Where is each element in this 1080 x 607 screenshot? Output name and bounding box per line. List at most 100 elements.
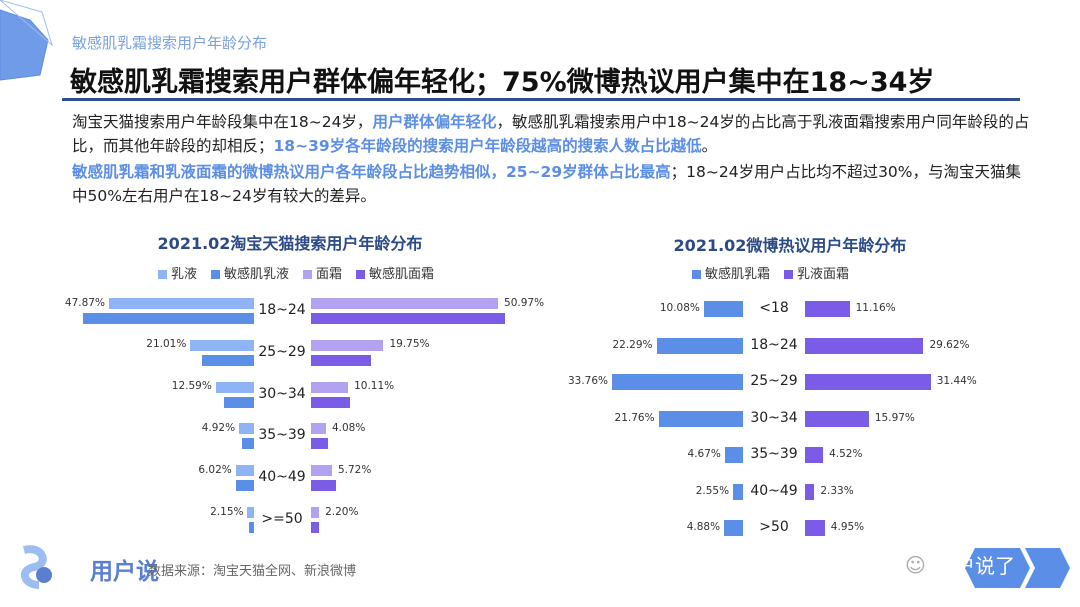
bar (311, 438, 328, 450)
text: 。 (701, 137, 718, 155)
legend-item: 面霜 (303, 263, 342, 282)
legend-label: 敏感肌面霜 (369, 267, 435, 282)
legend-item: 敏感肌乳霜 (692, 263, 770, 282)
data-label: 12.59% (171, 380, 212, 393)
legend-swatch (158, 270, 167, 279)
legend-label: 乳液 (171, 267, 198, 282)
data-label: 4.67% (687, 448, 721, 460)
category-label: 40~49 (750, 482, 798, 499)
category-label: 25~29 (258, 343, 306, 360)
category-label: 40~49 (258, 469, 306, 486)
data-label: 4.95% (830, 521, 865, 533)
summary-paragraph-1: 淘宝天猫搜索用户年龄段集中在18~24岁，用户群体偏年轻化，敏感肌乳霜搜索用户中… (72, 110, 1032, 158)
bar (724, 447, 743, 463)
data-source: 数据来源：淘宝天猫全网、新浪微博 (148, 564, 357, 579)
data-label: 21.01% (146, 338, 187, 351)
category-label: 35~39 (258, 427, 306, 444)
bar (805, 520, 825, 536)
legend-swatch (356, 270, 366, 279)
bar (311, 507, 320, 518)
bar (241, 438, 254, 450)
bar (190, 339, 254, 351)
page-subtitle: 敏感肌乳霜搜索用户年龄分布 (72, 34, 268, 52)
category-label: <18 (759, 300, 789, 316)
data-label: 5.72% (337, 463, 372, 476)
bar (733, 483, 743, 500)
text: ，敏感肌乳霜搜索用户中18~24岁的占比高于乳液面霜搜索用户同年龄段的占比，而其… (72, 113, 1030, 155)
bar (215, 381, 254, 393)
text: ；18~24岁用户占比均不超过30%，与淘宝天猫集中50%左右用户在18~24岁… (72, 163, 1022, 205)
bar (612, 374, 743, 390)
data-label: 10.08% (659, 302, 700, 314)
category-label: >=50 (261, 511, 303, 527)
logo-icon (21, 545, 52, 589)
category-label: 25~29 (750, 373, 798, 389)
data-label: 4.08% (331, 421, 366, 434)
bar (236, 480, 254, 492)
legend-swatch (211, 270, 221, 279)
category-label: 30~34 (258, 385, 306, 402)
title-divider (62, 98, 1020, 101)
wechat-icon: ☺ (905, 553, 926, 577)
data-label: 50.97% (504, 296, 545, 309)
bar (311, 298, 499, 309)
data-label: 2.15% (210, 505, 244, 518)
legend-swatch (303, 270, 313, 279)
legend-item: 乳液 (158, 263, 197, 282)
summary-paragraph-2: 敏感肌乳霜和乳液面霜的微博热议用户各年龄段占比趋势相似，25~29岁群体占比最高… (72, 160, 1032, 208)
highlight-text: 敏感肌乳霜和乳液面霜的微博热议用户各年龄段占比趋势相似，25~29岁群体占比最高 (72, 163, 671, 181)
bar (656, 337, 743, 354)
data-label: 22.29% (612, 338, 653, 351)
bar (805, 374, 931, 390)
text: 淘宝天猫搜索用户年龄段集中在18~24岁， (72, 113, 373, 131)
data-label: 6.02% (198, 463, 232, 476)
bar (805, 447, 824, 463)
bar (311, 480, 336, 492)
data-label: 10.11% (354, 380, 395, 393)
data-label: 33.76% (567, 375, 608, 387)
logo-text: 用户说 (90, 559, 159, 585)
page-title: 敏感肌乳霜搜索用户群体偏年轻化；75%微博热议用户集中在18~34岁 (70, 67, 935, 98)
chart-legend: 敏感肌乳霜 乳液面霜 (692, 263, 849, 282)
bar (805, 301, 850, 317)
category-label: 18~24 (258, 302, 306, 318)
bar (311, 354, 371, 366)
wechat-badge-background (965, 548, 1070, 588)
data-label: 31.44% (936, 375, 977, 387)
data-label: 29.62% (929, 338, 970, 351)
legend-label: 敏感肌乳液 (224, 267, 290, 282)
bar (247, 507, 254, 518)
data-label: 11.16% (855, 302, 896, 314)
legend-item: 敏感肌面霜 (356, 263, 434, 282)
chart-title: 2021.02微博热议用户年龄分布 (673, 236, 907, 255)
legend-label: 乳液面霜 (797, 267, 850, 282)
legend-item: 乳液面霜 (784, 263, 849, 282)
bar (724, 520, 743, 536)
bar (311, 465, 332, 477)
highlight-text: 用户群体偏年轻化 (372, 113, 497, 131)
data-label: 4.88% (686, 521, 721, 533)
bar (703, 301, 743, 317)
legend-swatch (692, 270, 701, 279)
data-label: 19.75% (389, 338, 430, 351)
legend-item: 敏感肌乳液 (211, 263, 289, 282)
bar (311, 313, 506, 324)
legend-swatch (784, 270, 794, 279)
data-label: 4.92% (201, 421, 236, 434)
data-label: 21.76% (614, 411, 655, 424)
bar (805, 410, 869, 427)
legend-label: 面霜 (316, 267, 343, 282)
highlight-text: 18~39岁各年龄段的搜索用户年龄段越高的搜索人数占比越低 (273, 137, 702, 155)
bar (201, 354, 254, 366)
bar (235, 465, 254, 477)
data-label: 2.20% (325, 505, 359, 518)
data-label: 4.52% (829, 448, 863, 460)
category-label: >50 (759, 519, 789, 535)
category-label: 35~39 (750, 446, 798, 462)
wechat-account: 用户说了 (935, 554, 1015, 578)
bar (248, 522, 254, 533)
bar (805, 483, 815, 500)
bar (311, 396, 350, 408)
bar (805, 337, 924, 354)
bar (311, 339, 384, 351)
